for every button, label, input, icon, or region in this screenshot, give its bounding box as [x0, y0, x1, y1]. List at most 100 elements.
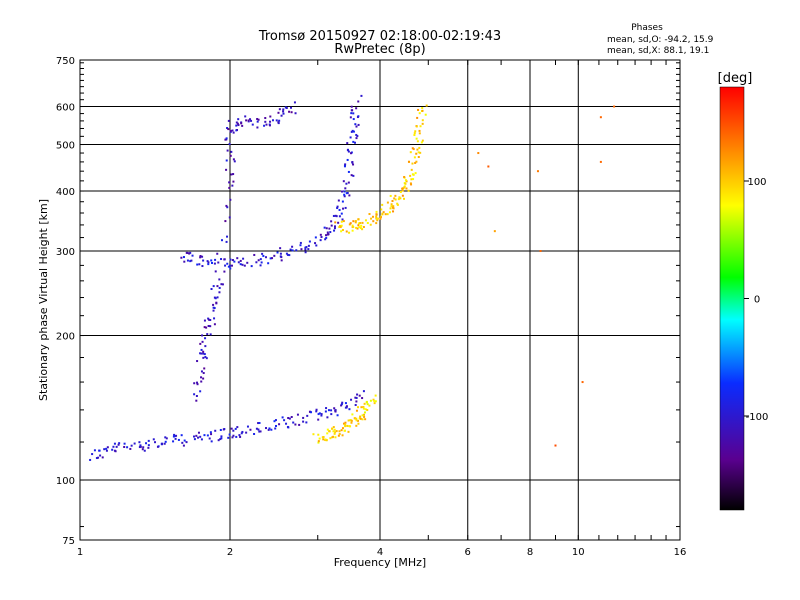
data-point: [403, 185, 406, 188]
data-point: [189, 260, 192, 263]
data-point: [163, 442, 166, 445]
data-point: [228, 186, 231, 189]
data-point: [417, 156, 420, 159]
data-point: [392, 210, 395, 213]
data-point: [239, 259, 242, 262]
data-point: [414, 130, 417, 133]
data-point: [123, 442, 126, 445]
data-point: [334, 410, 337, 413]
data-point: [325, 234, 328, 237]
data-point: [242, 257, 245, 260]
data-point: [356, 393, 359, 396]
data-point: [237, 261, 240, 264]
data-point: [306, 414, 309, 417]
data-point: [327, 409, 330, 412]
data-point: [299, 244, 302, 247]
data-point: [255, 427, 258, 430]
data-point: [285, 252, 288, 255]
data-point: [396, 203, 399, 206]
data-point: [99, 454, 102, 457]
data-point: [373, 402, 376, 405]
data-point: [407, 189, 410, 192]
data-point: [410, 168, 413, 171]
data-point: [324, 238, 327, 241]
data-point: [341, 218, 344, 221]
data-point: [181, 441, 184, 444]
data-point: [152, 438, 155, 441]
data-point: [370, 217, 373, 220]
data-point: [487, 165, 490, 168]
data-point: [421, 119, 424, 122]
data-point: [161, 442, 164, 445]
data-point: [304, 246, 307, 249]
data-point: [379, 217, 382, 220]
colorbar-tick-label: 0: [754, 295, 760, 306]
data-point: [227, 128, 230, 131]
data-point: [201, 265, 204, 268]
data-point: [142, 446, 145, 449]
data-point: [225, 137, 228, 140]
data-point: [123, 445, 126, 448]
data-point: [326, 432, 329, 435]
data-point: [111, 448, 114, 451]
data-point: [250, 265, 253, 268]
data-point: [172, 440, 175, 443]
data-point: [291, 249, 294, 252]
data-point: [197, 436, 200, 439]
data-point: [216, 285, 219, 288]
data-point: [312, 433, 315, 436]
data-point: [193, 393, 196, 396]
data-point: [130, 444, 133, 447]
data-point: [302, 420, 305, 423]
data-point: [332, 430, 335, 433]
data-point: [333, 225, 336, 228]
data-point: [280, 114, 283, 117]
data-point: [424, 113, 427, 116]
data-point: [196, 383, 199, 386]
data-point: [335, 430, 338, 433]
data-point: [288, 254, 291, 257]
data-point: [223, 270, 226, 273]
data-point: [420, 141, 423, 144]
data-point: [599, 160, 602, 163]
data-point: [228, 433, 231, 436]
data-point: [250, 119, 253, 122]
data-point: [183, 260, 186, 263]
data-point: [325, 407, 328, 410]
data-point: [226, 262, 229, 265]
data-point: [357, 123, 360, 126]
chart-title: Tromsø 20150927 02:18:00-02:19:43: [258, 29, 501, 44]
data-point: [285, 422, 288, 425]
data-point: [360, 94, 363, 97]
data-point: [418, 129, 421, 132]
stats-title: Phases: [631, 23, 663, 33]
data-point: [218, 291, 221, 294]
data-point: [224, 264, 227, 267]
data-point: [366, 409, 369, 412]
data-point: [401, 194, 404, 197]
data-point: [372, 398, 375, 401]
data-point: [180, 434, 183, 437]
data-point: [351, 224, 354, 227]
data-point: [273, 420, 276, 423]
data-point: [113, 449, 116, 452]
data-point: [363, 415, 366, 418]
data-point: [338, 433, 341, 436]
data-point: [334, 221, 337, 224]
data-point: [234, 427, 237, 430]
data-point: [305, 421, 308, 424]
data-point: [315, 408, 318, 411]
data-point: [405, 187, 408, 190]
data-point: [286, 253, 289, 256]
data-point: [249, 428, 252, 431]
x-tick-label: 8: [527, 547, 533, 558]
stats-x-line: mean, sd,X: 88.1, 19.1: [607, 46, 709, 56]
data-point: [355, 137, 358, 140]
data-point: [261, 252, 264, 255]
data-point: [314, 242, 317, 245]
data-point: [216, 252, 219, 255]
data-point: [374, 400, 377, 403]
data-point: [581, 381, 584, 384]
data-point: [229, 264, 232, 267]
data-point: [201, 340, 204, 343]
